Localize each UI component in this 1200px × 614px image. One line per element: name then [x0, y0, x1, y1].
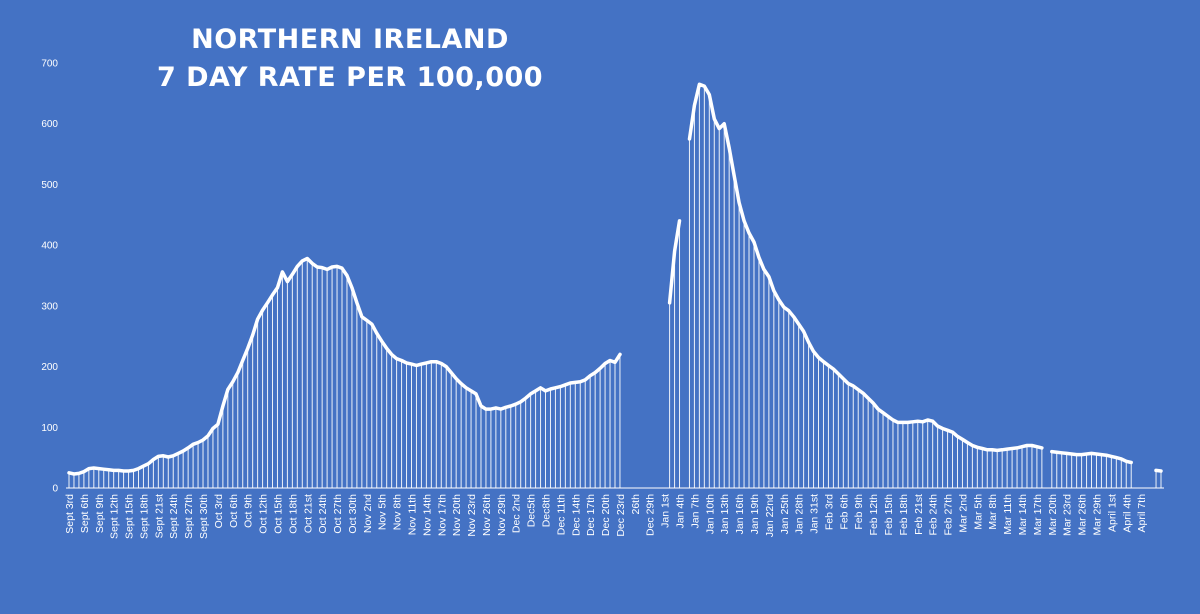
- x-tick-label: Jan 13th: [719, 494, 731, 534]
- y-tick-label: 200: [41, 362, 58, 373]
- x-tick-label: Mar 26th: [1077, 494, 1089, 536]
- x-tick-label: Feb 15th: [883, 494, 895, 536]
- series-line-segment: [667, 219, 682, 305]
- x-tick-label: Mar 20th: [1047, 494, 1059, 536]
- x-tick-label: Sept 27th: [183, 494, 195, 539]
- x-tick-label: Oct 9th: [243, 494, 255, 528]
- x-tick-label: Feb 24th: [928, 494, 940, 536]
- x-tick-label: Feb 27th: [943, 494, 955, 536]
- x-tick-label: 26th: [630, 494, 642, 515]
- x-tick-label: Feb 6th: [838, 494, 850, 530]
- x-tick-label: Dec 2nd: [511, 494, 523, 533]
- x-tick-label: Dec 14th: [570, 494, 582, 536]
- x-tick-label: Feb 18th: [898, 494, 910, 536]
- x-tick-label: Nov 14th: [421, 494, 433, 536]
- y-tick-label: 300: [41, 301, 58, 312]
- x-tick-label: Sept 9th: [94, 494, 106, 533]
- chart-title-line-2: 7 DAY RATE PER 100,000: [156, 62, 544, 93]
- x-tick-label: Oct 24th: [317, 494, 329, 534]
- x-tick-label: Sept 15th: [124, 494, 136, 539]
- x-tick-label: Oct 3rd: [213, 494, 225, 529]
- x-tick-label: Sept 6th: [79, 494, 91, 533]
- x-tick-label: Nov 5th: [377, 494, 389, 530]
- x-tick-label: Dec 29th: [645, 494, 657, 536]
- x-tick-label: Dec 11th: [555, 494, 567, 535]
- x-tick-label: Nov 17th: [436, 494, 448, 536]
- x-tick-label: April 7th: [1136, 494, 1148, 533]
- x-tick-label: Mar 2nd: [958, 494, 970, 533]
- series-line-segment: [687, 82, 1044, 453]
- x-tick-label: Nov 2nd: [362, 494, 374, 533]
- x-tick-label: Jan 25th: [779, 494, 791, 534]
- x-tick-label: Mar 14th: [1017, 494, 1029, 536]
- x-tick-label: Jan 28th: [794, 494, 806, 534]
- y-tick-label: 100: [41, 423, 58, 434]
- x-tick-label: Mar 23rd: [1062, 494, 1074, 536]
- x-tick-label: Dec 23rd: [615, 494, 627, 537]
- y-tick-label: 600: [41, 119, 58, 130]
- x-tick-label: Jan 10th: [704, 494, 716, 534]
- x-tick-label: Dec8th: [541, 494, 553, 527]
- x-tick-label: Sept 12th: [109, 494, 121, 539]
- x-tick-label: Jan 31st: [809, 494, 821, 534]
- x-tick-label: Oct 6th: [228, 494, 240, 528]
- x-tick-label: Feb 21st: [913, 494, 925, 535]
- x-tick-label: Jan 1st: [660, 494, 672, 528]
- x-tick-label: April 1st: [1106, 494, 1118, 532]
- x-tick-label: Feb 3rd: [823, 494, 835, 530]
- x-tick-label: Mar 17th: [1032, 494, 1044, 536]
- x-tick-label: Mar 8th: [987, 494, 999, 530]
- series-line-segment: [1154, 468, 1163, 473]
- x-tick-label: April 4th: [1121, 494, 1133, 533]
- x-tick-label: Nov 29th: [496, 494, 508, 536]
- x-tick-label: Dec5th: [526, 494, 538, 527]
- x-tick-label: Mar 5th: [972, 494, 984, 530]
- x-tick-label: Jan 4th: [675, 494, 687, 529]
- y-tick-label: 0: [52, 484, 58, 495]
- x-tick-label: Dec 17th: [585, 494, 597, 536]
- x-tick-label: Nov 8th: [392, 494, 404, 530]
- x-tick-label: Jan 16th: [734, 494, 746, 534]
- x-tick-label: Sept 24th: [168, 494, 180, 539]
- x-tick-label: Feb 12th: [868, 494, 880, 536]
- x-tick-label: Sept 21st: [153, 494, 165, 538]
- x-tick-label: Mar 11th: [1002, 494, 1014, 535]
- x-tick-label: Sept 18th: [139, 494, 151, 539]
- y-tick-label: 400: [41, 241, 58, 252]
- x-tick-label: Nov 11th: [407, 494, 419, 535]
- x-tick-label: Dec 20th: [600, 494, 612, 536]
- x-tick-label: Sept 30th: [198, 494, 210, 539]
- x-tick-label: Mar 29th: [1092, 494, 1104, 536]
- x-tick-label: Feb 9th: [853, 494, 865, 530]
- x-tick-label: Oct 15th: [273, 494, 285, 534]
- x-tick-label: Oct 27th: [332, 494, 344, 534]
- x-tick-label: Sept 3rd: [64, 494, 76, 534]
- y-tick-label: 500: [41, 180, 58, 191]
- x-tick-label: Nov 20th: [451, 494, 463, 536]
- x-tick-label: Nov 26th: [481, 494, 493, 536]
- x-tick-label: Oct 18th: [287, 494, 299, 534]
- x-tick-label: Oct 12th: [258, 494, 270, 534]
- series-line-segment: [67, 256, 622, 476]
- x-tick-label: Jan 7th: [689, 494, 701, 529]
- x-tick-label: Nov 23rd: [466, 494, 478, 537]
- x-tick-label: Oct 21st: [302, 494, 314, 533]
- series-line-segment: [1050, 449, 1133, 465]
- x-tick-label: Jan 19th: [749, 494, 761, 534]
- chart-title-line-1: NORTHERN IRELAND: [191, 24, 509, 55]
- x-tick-label: Oct 30th: [347, 494, 359, 534]
- y-tick-label: 700: [41, 59, 58, 70]
- x-tick-label: Jan 22nd: [764, 494, 776, 537]
